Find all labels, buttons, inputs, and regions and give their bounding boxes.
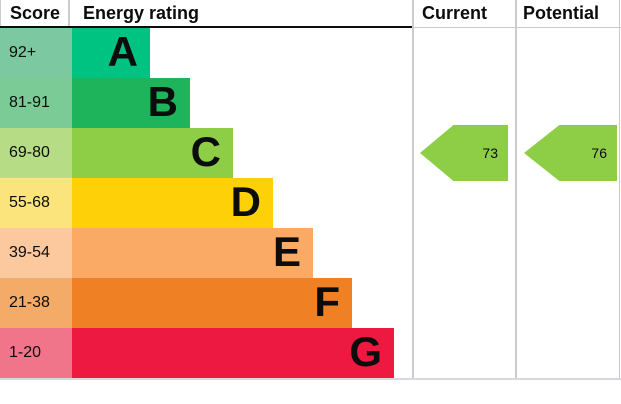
left-header-divider xyxy=(0,0,1,28)
band-score-range-c: 69-80 xyxy=(0,128,72,178)
header-underline-light xyxy=(412,27,621,28)
band-score-range-f: 21-38 xyxy=(0,278,72,328)
current-column-divider xyxy=(412,0,414,379)
header-underline xyxy=(0,26,412,28)
potential-rating-value: 76 xyxy=(591,145,607,161)
current-rating-value: 73 xyxy=(482,145,498,161)
right-border xyxy=(619,0,620,379)
band-letter-g: G xyxy=(349,328,382,375)
band-bar-e: E xyxy=(72,228,313,278)
potential-rating-arrow: 76 xyxy=(524,125,617,181)
band-letter-c: C xyxy=(190,128,221,175)
band-bar-g: G xyxy=(72,328,394,378)
band-bar-b: B xyxy=(72,78,190,128)
score-column-header: Score xyxy=(10,3,61,23)
band-score-range-d: 55-68 xyxy=(0,178,72,228)
band-letter-f: F xyxy=(314,278,340,325)
current-rating-arrow: 73 xyxy=(420,125,508,181)
band-letter-b: B xyxy=(147,78,178,125)
chart-bottom-border xyxy=(0,378,621,380)
band-score-range-b: 81-91 xyxy=(0,78,72,128)
band-score-range-a: 92+ xyxy=(0,28,72,78)
potential-column-header: Potential xyxy=(523,3,600,23)
band-score-range-g: 1-20 xyxy=(0,328,72,378)
score-header-divider xyxy=(68,0,70,28)
band-letter-d: D xyxy=(230,178,261,225)
energy-rating-column-header: Energy rating xyxy=(83,3,200,23)
band-bar-c: C xyxy=(72,128,233,178)
band-letter-a: A xyxy=(107,28,138,75)
band-bar-a: A xyxy=(72,28,150,78)
current-column-header: Current xyxy=(422,3,488,23)
potential-column-divider xyxy=(515,0,517,379)
band-bar-d: D xyxy=(72,178,273,228)
band-score-range-e: 39-54 xyxy=(0,228,72,278)
band-letter-e: E xyxy=(272,228,301,275)
band-bar-f: F xyxy=(72,278,352,328)
